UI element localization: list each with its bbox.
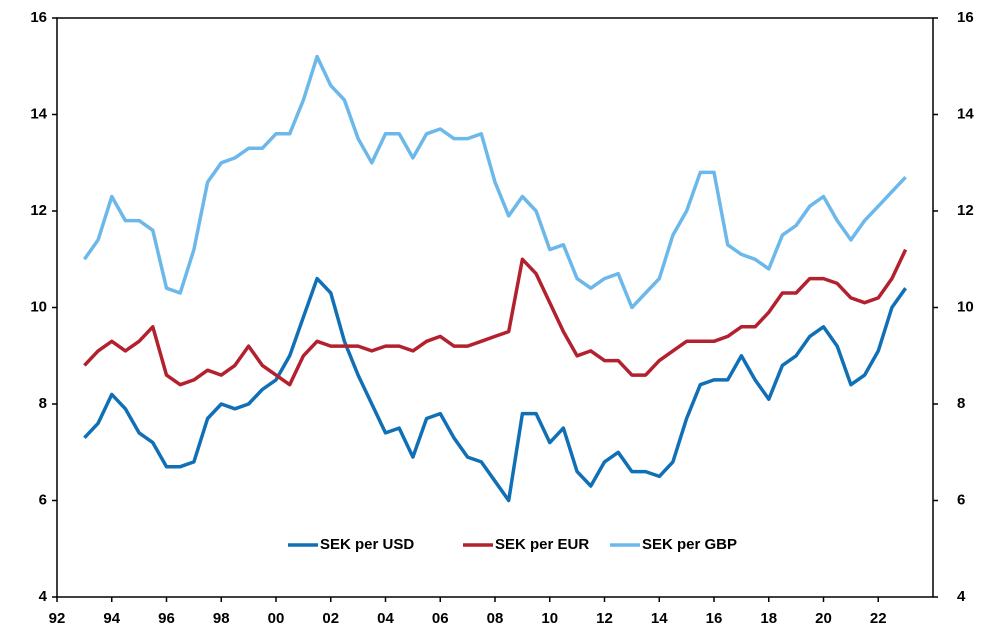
x-tick-label: 08 [487, 610, 504, 627]
x-tick-label: 92 [49, 610, 66, 627]
y-tick-label: 4 [39, 588, 48, 605]
y2-tick-label: 12 [957, 202, 974, 219]
y-tick-label: 8 [39, 395, 47, 412]
x-tick-label: 02 [322, 610, 339, 627]
series-line [82, 54, 907, 310]
legend-label: SEK per EUR [495, 536, 589, 553]
y2-tick-label: 8 [957, 395, 965, 412]
y2-tick-label: 6 [957, 491, 965, 508]
y-tick-label: 16 [30, 9, 47, 26]
x-tick-label: 12 [596, 610, 613, 627]
y-tick-label: 12 [30, 202, 47, 219]
y2-tick-label: 10 [957, 298, 974, 315]
series-line [83, 276, 908, 503]
y-tick-label: 14 [30, 105, 47, 122]
x-tick-label: 20 [815, 610, 832, 627]
x-tick-label: 94 [103, 610, 120, 627]
series-line [83, 248, 908, 387]
x-tick-label: 00 [268, 610, 285, 627]
y-tick-label: 6 [39, 491, 47, 508]
x-tick-label: 16 [706, 610, 723, 627]
y-tick-label: 10 [30, 298, 47, 315]
plot-frame [56, 17, 934, 598]
x-tick-label: 98 [213, 610, 230, 627]
x-tick-label: 06 [432, 610, 449, 627]
y2-tick-label: 16 [957, 9, 974, 26]
x-tick-label: 14 [651, 610, 668, 627]
legend-label: SEK per USD [320, 536, 414, 553]
y2-tick-label: 4 [957, 588, 966, 605]
x-tick-label: 18 [760, 610, 777, 627]
legend-label: SEK per GBP [642, 536, 737, 553]
y2-tick-label: 14 [957, 105, 974, 122]
x-tick-label: 96 [158, 610, 175, 627]
x-tick-label: 10 [541, 610, 558, 627]
x-tick-label: 22 [870, 610, 887, 627]
x-tick-label: 04 [377, 610, 394, 627]
